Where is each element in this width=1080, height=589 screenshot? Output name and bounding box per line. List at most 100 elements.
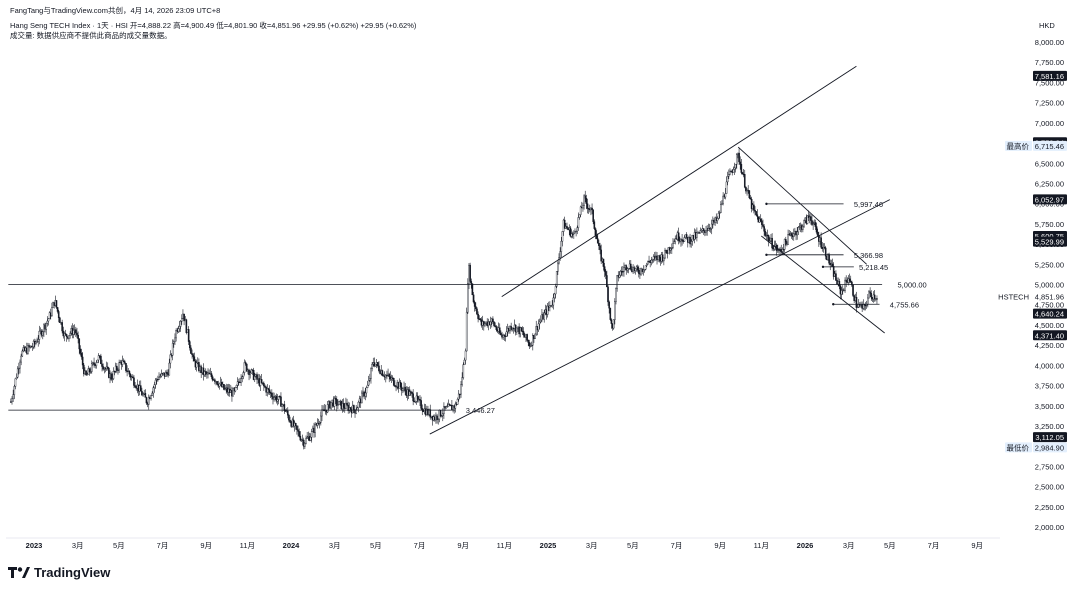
- candle-body: [532, 335, 534, 346]
- candle-body: [716, 218, 719, 221]
- candle-body: [595, 235, 598, 239]
- candle-body: [705, 230, 707, 233]
- candle-body: [647, 260, 649, 265]
- candle-body: [824, 247, 827, 257]
- horizontal-line-label: 5,366.98: [854, 251, 883, 260]
- candle-body: [175, 330, 177, 339]
- candle-body: [190, 347, 192, 354]
- candle-body: [112, 371, 115, 379]
- candle-body: [460, 384, 462, 395]
- price-tag-caption: 最高价: [1007, 141, 1030, 151]
- candle-body: [733, 167, 736, 170]
- candle-body: [179, 321, 182, 327]
- candle-body: [122, 360, 125, 362]
- candle-body: [616, 275, 618, 289]
- candle-body: [19, 361, 21, 369]
- price-tag-label: 7,581.16: [1035, 72, 1064, 81]
- candle-body: [612, 319, 615, 329]
- y-tick-label: 6,500.00: [1035, 159, 1064, 168]
- candle-body: [236, 381, 239, 386]
- candle-body: [599, 245, 601, 251]
- price-axis: 2,000.002,250.002,500.002,750.003,000.00…: [1035, 38, 1064, 532]
- candle-body: [849, 281, 852, 283]
- candle-body: [732, 169, 735, 173]
- candle-body: [185, 319, 188, 333]
- candle-body: [483, 321, 485, 326]
- candle-body: [243, 362, 246, 373]
- candle-body: [520, 327, 523, 332]
- candle-body: [759, 218, 762, 222]
- candle-body: [306, 437, 308, 439]
- candle-body: [96, 359, 99, 363]
- candle-body: [777, 249, 779, 252]
- candle-body: [38, 330, 41, 340]
- candle-body: [831, 263, 834, 267]
- candle-body: [645, 263, 648, 266]
- candle-body: [157, 379, 159, 381]
- candle-body: [627, 268, 630, 270]
- candle-body: [277, 396, 280, 400]
- candle-body: [410, 391, 412, 393]
- candle-body: [606, 275, 608, 288]
- candle-body: [569, 227, 572, 237]
- tradingview-logo[interactable]: TradingView: [8, 565, 110, 580]
- candle-body: [578, 214, 581, 218]
- candle-body: [145, 397, 148, 404]
- candle-body: [651, 259, 654, 261]
- y-tick-label: 3,750.00: [1035, 382, 1064, 391]
- candle-body: [320, 415, 322, 423]
- candle-body: [790, 233, 793, 236]
- candle-body: [591, 207, 593, 211]
- candle-body: [463, 359, 466, 365]
- y-tick-label: 7,750.00: [1035, 58, 1064, 67]
- price-tag-bg: [1033, 70, 1067, 81]
- candle-body: [643, 269, 646, 271]
- candle-body: [153, 384, 156, 388]
- candle-body: [90, 363, 93, 372]
- candle-body: [147, 397, 150, 405]
- candle-body: [253, 376, 256, 380]
- candle-body: [100, 355, 102, 365]
- candle-body: [357, 401, 360, 408]
- candle-body: [412, 393, 414, 402]
- candle-body: [784, 239, 787, 243]
- candle-body: [72, 330, 75, 335]
- candle-body: [82, 364, 85, 375]
- candle-body: [151, 392, 153, 396]
- candle-body: [158, 376, 160, 380]
- candle-body: [806, 215, 809, 224]
- candle-body: [51, 307, 53, 316]
- x-tick-label: 11月: [240, 541, 255, 550]
- candle-body: [78, 338, 81, 350]
- candle-body: [870, 293, 873, 298]
- candle-body: [702, 228, 705, 231]
- price-tag-label: 2,984.90: [1035, 443, 1064, 452]
- candle-body: [14, 378, 17, 387]
- candle-body: [546, 305, 549, 315]
- candle-body: [436, 415, 438, 420]
- candle-body: [710, 223, 713, 229]
- candle-body: [414, 401, 417, 403]
- candle-body: [154, 379, 157, 385]
- candle-body: [528, 342, 531, 347]
- candle-body: [281, 404, 283, 407]
- candle-body: [557, 262, 559, 272]
- candle-body: [762, 224, 764, 227]
- candle-body: [739, 161, 742, 165]
- candle-body: [584, 195, 587, 199]
- candle-body: [195, 362, 198, 368]
- candle-body: [298, 431, 300, 437]
- candle-body: [526, 334, 528, 341]
- candle-body: [535, 326, 538, 335]
- candle-body: [681, 239, 683, 241]
- horizontal-line-anchor: [821, 265, 825, 269]
- candle-body: [187, 329, 190, 342]
- candle-body: [394, 385, 396, 387]
- candle-body: [102, 366, 104, 370]
- candle-body: [89, 371, 92, 373]
- x-tick-label: 5月: [627, 541, 639, 550]
- drawing-layer: 3,446.27 5,000.00 5,997.46 5,366.98 5,218.45…: [8, 65, 927, 435]
- symbol-legend[interactable]: Hang Seng TECH Index · 1天 · HSI 开=4,888.…: [10, 21, 417, 30]
- candle-body: [748, 190, 751, 199]
